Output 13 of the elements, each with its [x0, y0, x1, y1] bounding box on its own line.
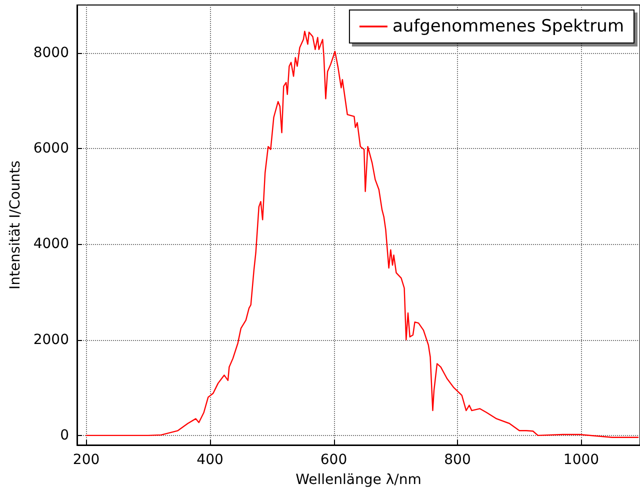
x-tick-label: 600 [320, 452, 348, 468]
legend-label: aufgenommenes Spektrum [392, 16, 624, 36]
x-tick-label: 200 [72, 452, 100, 468]
y-tick-label: 6000 [33, 140, 69, 156]
y-tick-label: 0 [60, 427, 69, 444]
x-axis-title: Wellenlänge λ/nm [296, 472, 422, 488]
y-tick-label: 8000 [33, 44, 69, 61]
x-tick-label: 400 [196, 452, 224, 468]
y-tick-label: 2000 [33, 332, 69, 348]
x-tick-label: 1000 [563, 452, 600, 468]
y-axis-title: Intensität I/Counts [7, 160, 24, 290]
x-tick-label: 800 [444, 452, 471, 468]
y-tick-label: 4000 [33, 236, 69, 252]
